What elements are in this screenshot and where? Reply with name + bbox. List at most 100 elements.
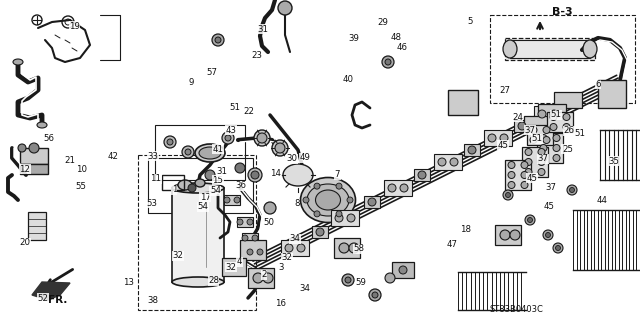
Text: 5: 5	[467, 17, 473, 26]
Ellipse shape	[13, 59, 23, 65]
Circle shape	[336, 211, 342, 217]
Text: 19: 19	[69, 22, 80, 31]
Text: 16: 16	[275, 299, 286, 308]
Circle shape	[385, 273, 395, 283]
Circle shape	[339, 243, 349, 253]
Circle shape	[468, 146, 476, 154]
Circle shape	[550, 114, 557, 121]
Text: 45: 45	[544, 202, 555, 211]
Circle shape	[543, 127, 550, 133]
Bar	[248, 268, 274, 288]
Text: 29: 29	[378, 19, 388, 27]
Circle shape	[185, 149, 191, 155]
Text: 41: 41	[212, 145, 223, 154]
Circle shape	[18, 144, 26, 152]
Circle shape	[275, 143, 285, 153]
Text: 13: 13	[123, 278, 134, 287]
Circle shape	[222, 132, 234, 144]
Bar	[222, 258, 246, 276]
Circle shape	[418, 171, 426, 179]
Text: 54: 54	[210, 186, 221, 195]
Text: 48: 48	[390, 33, 401, 42]
Text: 44: 44	[596, 196, 607, 205]
Text: 42: 42	[108, 152, 118, 161]
Text: 32: 32	[173, 251, 184, 260]
Circle shape	[182, 146, 194, 158]
Circle shape	[521, 182, 528, 189]
Bar	[547, 112, 573, 132]
Circle shape	[225, 135, 231, 141]
Circle shape	[563, 114, 570, 121]
Text: 28: 28	[208, 276, 219, 285]
Circle shape	[212, 34, 224, 46]
Text: 25: 25	[562, 145, 573, 154]
Circle shape	[563, 123, 570, 130]
Polygon shape	[32, 282, 70, 300]
Bar	[490, 15, 635, 103]
Circle shape	[570, 188, 575, 192]
Circle shape	[518, 122, 526, 130]
Circle shape	[450, 158, 458, 166]
Ellipse shape	[37, 122, 47, 128]
Circle shape	[538, 168, 545, 175]
Bar	[414, 169, 430, 181]
Bar	[224, 195, 240, 205]
Bar	[162, 175, 184, 190]
Circle shape	[553, 154, 560, 161]
Text: 8: 8	[294, 199, 300, 208]
Circle shape	[242, 235, 248, 241]
Circle shape	[205, 170, 215, 180]
Text: 45: 45	[526, 174, 537, 182]
Circle shape	[550, 123, 557, 130]
Ellipse shape	[307, 184, 349, 216]
Text: 23: 23	[251, 51, 262, 60]
Bar	[334, 238, 360, 258]
Bar	[434, 154, 462, 170]
Text: 20: 20	[19, 238, 30, 247]
Text: 12: 12	[19, 165, 30, 174]
Text: 37: 37	[545, 183, 556, 192]
Bar	[505, 160, 531, 190]
Circle shape	[336, 183, 342, 189]
Text: 43: 43	[225, 126, 236, 135]
Bar	[495, 225, 521, 245]
Circle shape	[508, 161, 515, 168]
Bar	[237, 217, 253, 227]
Text: ST83B0403C: ST83B0403C	[490, 305, 544, 314]
Bar	[392, 262, 414, 278]
Text: 22: 22	[243, 107, 254, 116]
Bar	[247, 247, 263, 257]
Circle shape	[530, 127, 537, 133]
Circle shape	[527, 218, 532, 222]
Bar	[240, 240, 266, 260]
Text: 37: 37	[525, 126, 536, 135]
Circle shape	[368, 198, 376, 206]
Circle shape	[224, 197, 230, 203]
Bar	[281, 240, 309, 256]
Circle shape	[234, 197, 240, 203]
Circle shape	[521, 161, 528, 168]
Bar	[527, 125, 553, 145]
Circle shape	[506, 192, 511, 197]
Text: 26: 26	[563, 126, 574, 135]
Bar	[505, 38, 595, 60]
Circle shape	[525, 215, 535, 225]
Text: 58: 58	[353, 244, 364, 253]
Ellipse shape	[195, 179, 205, 187]
Text: 14: 14	[270, 169, 281, 178]
Text: 39: 39	[349, 34, 360, 43]
Circle shape	[543, 230, 553, 240]
Circle shape	[538, 149, 545, 155]
Circle shape	[335, 214, 343, 222]
Circle shape	[314, 183, 320, 189]
Circle shape	[272, 140, 288, 156]
Ellipse shape	[583, 40, 597, 58]
Text: 15: 15	[212, 176, 223, 185]
Circle shape	[251, 171, 259, 179]
Text: 31: 31	[216, 167, 227, 176]
Bar	[364, 196, 380, 208]
Bar	[537, 133, 563, 163]
Circle shape	[342, 274, 354, 286]
Circle shape	[285, 244, 293, 252]
Circle shape	[503, 190, 513, 200]
